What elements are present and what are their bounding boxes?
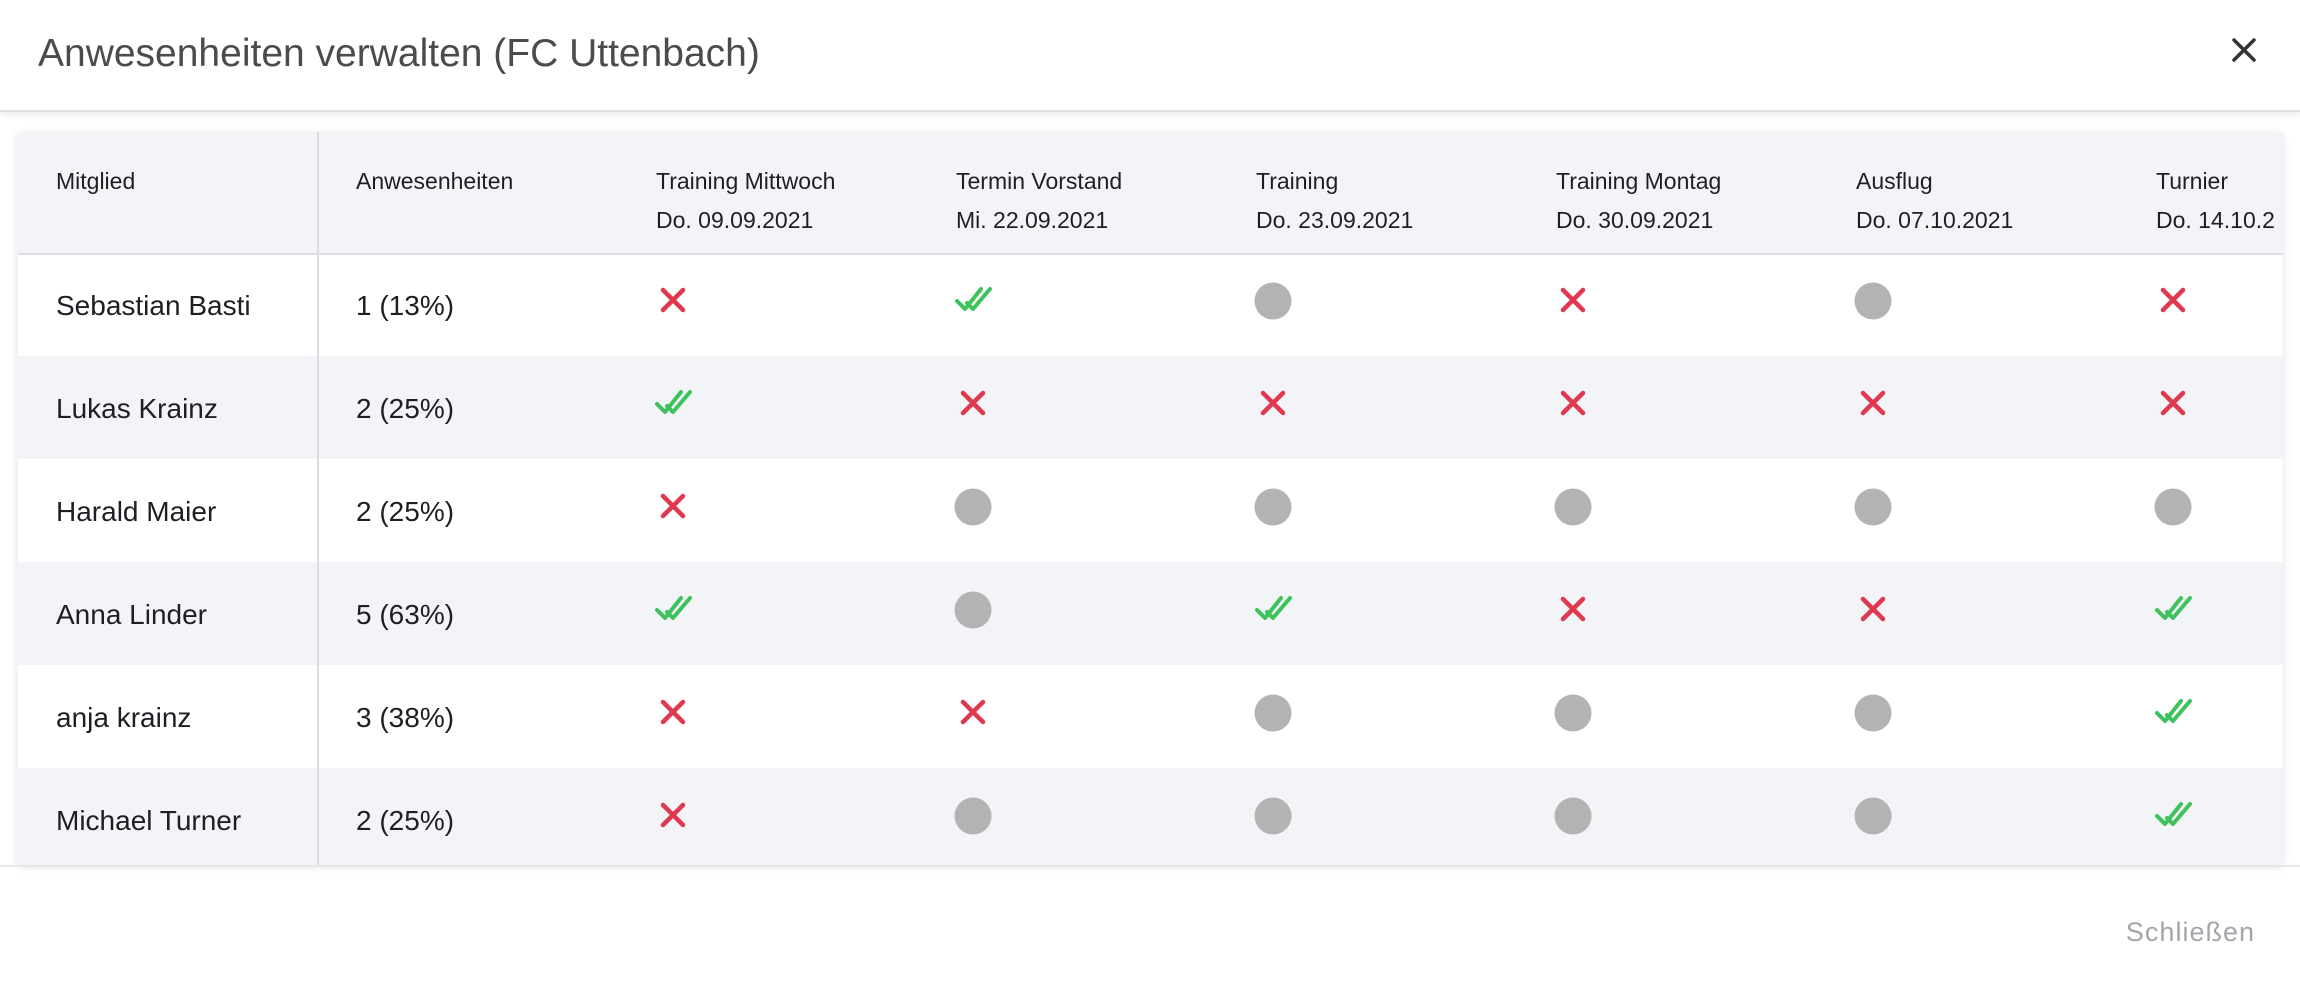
member-name: Anna Linder — [56, 599, 208, 630]
event-name: Ausflug — [1856, 168, 1933, 194]
status-icon-present[interactable] — [2154, 590, 2194, 630]
column-header: Anwesenheiten — [356, 168, 514, 194]
status-icon-absent[interactable] — [1854, 384, 1894, 424]
status-icon-absent[interactable] — [1554, 281, 1594, 321]
status-icon-open[interactable] — [1854, 487, 1894, 527]
attendance-count: 5 (63%) — [356, 599, 455, 630]
status-icon-absent[interactable] — [654, 281, 694, 321]
status-icon-open[interactable] — [1254, 281, 1294, 321]
status-icon-absent[interactable] — [954, 693, 994, 733]
status-icon-open[interactable] — [1254, 693, 1294, 733]
column-header: Mitglied — [56, 168, 136, 194]
status-icon-open[interactable] — [954, 487, 994, 527]
status-icon-open[interactable] — [1554, 693, 1594, 733]
member-name: anja krainz — [56, 702, 192, 733]
attendance-count: 2 (25%) — [356, 496, 455, 527]
attendance-count: 3 (38%) — [356, 702, 455, 733]
event-date: Do. 23.09.2021 — [1256, 207, 1414, 233]
event-name: Turnier — [2156, 168, 2228, 194]
status-icon-absent[interactable] — [1554, 384, 1594, 424]
event-date: Do. 07.10.2021 — [1856, 207, 2014, 233]
column-divider — [317, 132, 319, 865]
table-row: Anna Linder 5 (63%) — [18, 562, 2283, 665]
table-row: Michael Turner 2 (25%) — [18, 768, 2283, 865]
status-icon-open[interactable] — [2154, 487, 2194, 527]
event-name: Training Montag — [1556, 168, 1722, 194]
table-header: Mitglied Anwesenheiten Training Mittwoch Do… — [18, 132, 2283, 255]
status-icon-absent[interactable] — [654, 796, 694, 836]
status-icon-open[interactable] — [954, 590, 994, 630]
status-icon-open[interactable] — [1554, 796, 1594, 836]
table-row: Harald Maier 2 (25%) — [18, 459, 2283, 562]
status-icon-open[interactable] — [1254, 796, 1294, 836]
status-icon-open[interactable] — [1254, 487, 1294, 527]
status-icon-open[interactable] — [1854, 796, 1894, 836]
status-icon-open[interactable] — [1854, 281, 1894, 321]
event-date: Do. 14.10.2 — [2156, 207, 2275, 233]
member-name: Harald Maier — [56, 496, 217, 527]
close-button[interactable] — [2224, 30, 2264, 70]
status-icon-absent[interactable] — [2154, 281, 2194, 321]
status-icon-absent[interactable] — [1854, 590, 1894, 630]
status-icon-absent[interactable] — [654, 693, 694, 733]
table-row: anja krainz 3 (38%) — [18, 665, 2283, 768]
dialog-footer: Schließen — [0, 865, 2300, 998]
status-icon-present[interactable] — [2154, 796, 2194, 836]
attendance-count: 2 (25%) — [356, 393, 455, 424]
dialog-header: Anwesenheiten verwalten (FC Uttenbach) — [0, 0, 2300, 112]
member-name: Michael Turner — [56, 805, 242, 836]
status-icon-absent[interactable] — [1554, 590, 1594, 630]
status-icon-absent[interactable] — [654, 487, 694, 527]
attendance-count: 1 (13%) — [356, 290, 455, 321]
event-date: Do. 09.09.2021 — [656, 207, 814, 233]
status-icon-present[interactable] — [654, 384, 694, 424]
status-icon-present[interactable] — [654, 590, 694, 630]
status-icon-absent[interactable] — [954, 384, 994, 424]
status-icon-open[interactable] — [954, 796, 994, 836]
event-date: Do. 30.09.2021 — [1556, 207, 1714, 233]
status-icon-absent[interactable] — [1254, 384, 1294, 424]
dialog-title: Anwesenheiten verwalten (FC Uttenbach) — [38, 32, 760, 75]
table-row: Lukas Krainz 2 (25%) — [18, 356, 2283, 459]
close-button[interactable]: Schließen — [2125, 917, 2255, 947]
member-name: Sebastian Basti — [56, 290, 251, 321]
event-date: Mi. 22.09.2021 — [956, 207, 1109, 233]
attendance-count: 2 (25%) — [356, 805, 455, 836]
status-icon-absent[interactable] — [2154, 384, 2194, 424]
status-icon-open[interactable] — [1554, 487, 1594, 527]
event-name: Termin Vorstand — [956, 168, 1123, 194]
status-icon-present[interactable] — [2154, 693, 2194, 733]
table-row: Sebastian Basti 1 (13%) — [18, 253, 2283, 356]
status-icon-present[interactable] — [954, 281, 994, 321]
attendance-table: Mitglied Anwesenheiten Training Mittwoch Do… — [18, 132, 2283, 865]
event-name: Training Mittwoch — [656, 168, 836, 194]
event-name: Training — [1256, 168, 1339, 194]
status-icon-open[interactable] — [1854, 693, 1894, 733]
status-icon-present[interactable] — [1254, 590, 1294, 630]
member-name: Lukas Krainz — [56, 393, 218, 424]
